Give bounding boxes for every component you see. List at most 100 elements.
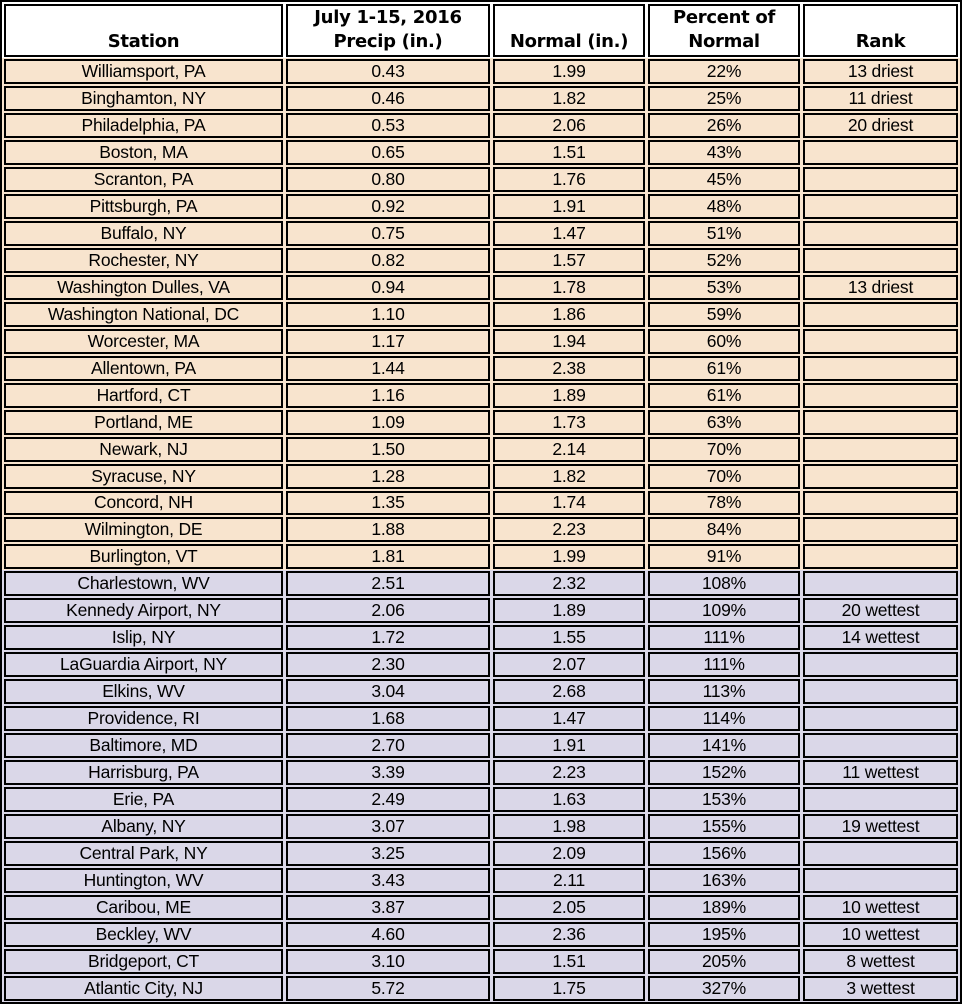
rank-cell (803, 652, 958, 678)
rank-cell (803, 328, 958, 354)
rank-cell (803, 463, 958, 489)
table-row: Washington National, DC 1.10 1.86 59% (2, 300, 960, 328)
column-header-station: Station (4, 4, 283, 57)
percent-cell: 155% (648, 814, 800, 840)
station-cell: Beckley, WV (4, 922, 283, 947)
rank-cell (803, 247, 958, 273)
rank-cell (803, 490, 958, 516)
precip-cell: 0.43 (286, 59, 490, 84)
precip-cell: 4.60 (286, 922, 490, 947)
table-row: Allentown, PA 1.44 2.38 61% (2, 354, 960, 382)
rank-cell: 20 wettest (803, 598, 958, 624)
percent-cell: 195% (648, 922, 800, 947)
percent-cell: 84% (648, 517, 800, 543)
normal-cell: 2.32 (493, 571, 645, 597)
normal-cell: 1.47 (493, 220, 645, 246)
table-row: Providence, RI 1.68 1.47 114% (2, 705, 960, 733)
percent-cell: 114% (648, 706, 800, 732)
table-row: Washington Dulles, VA 0.94 1.78 53% 13 d… (2, 273, 960, 301)
station-cell: Charlestown, WV (4, 571, 283, 597)
table-row: Huntington, WV 3.43 2.11 163% (2, 867, 960, 895)
station-cell: Williamsport, PA (4, 59, 283, 84)
table-row: Boston, MA 0.65 1.51 43% (2, 138, 960, 166)
precip-cell: 2.06 (286, 598, 490, 624)
station-cell: Atlantic City, NJ (4, 975, 283, 1001)
table-row: Portland, ME 1.09 1.73 63% (2, 408, 960, 436)
precip-cell: 0.75 (286, 220, 490, 246)
normal-cell: 1.57 (493, 247, 645, 273)
percent-cell: 189% (648, 895, 800, 920)
station-cell: Erie, PA (4, 787, 283, 813)
table-row: Rochester, NY 0.82 1.57 52% (2, 246, 960, 274)
normal-cell: 1.78 (493, 274, 645, 300)
rank-cell (803, 409, 958, 435)
precip-cell: 3.10 (286, 948, 490, 974)
percent-cell: 45% (648, 166, 800, 192)
normal-cell: 1.51 (493, 139, 645, 165)
table-row: Harrisburg, PA 3.39 2.23 152% 11 wettest (2, 759, 960, 787)
percent-cell: 25% (648, 85, 800, 111)
station-cell: Caribou, ME (4, 895, 283, 920)
percent-cell: 152% (648, 760, 800, 786)
normal-cell: 1.94 (493, 328, 645, 354)
station-cell: Kennedy Airport, NY (4, 598, 283, 624)
column-header-precip: July 1-15, 2016 Precip (in.) (286, 4, 490, 57)
rank-cell (803, 220, 958, 246)
percent-cell: 70% (648, 436, 800, 462)
precip-cell: 3.07 (286, 814, 490, 840)
table-row: Philadelphia, PA 0.53 2.06 26% 20 driest (2, 111, 960, 139)
station-cell: Wilmington, DE (4, 517, 283, 543)
station-cell: Worcester, MA (4, 328, 283, 354)
column-header-rank: Rank (803, 4, 958, 57)
precip-cell: 0.65 (286, 139, 490, 165)
percent-cell: 61% (648, 382, 800, 408)
normal-cell: 1.73 (493, 409, 645, 435)
normal-cell: 1.82 (493, 85, 645, 111)
normal-cell: 1.74 (493, 490, 645, 516)
normal-cell: 2.36 (493, 922, 645, 947)
table-row: LaGuardia Airport, NY 2.30 2.07 111% (2, 651, 960, 679)
rank-cell (803, 868, 958, 894)
percent-cell: 109% (648, 598, 800, 624)
station-cell: Syracuse, NY (4, 463, 283, 489)
station-cell: Buffalo, NY (4, 220, 283, 246)
percent-cell: 52% (648, 247, 800, 273)
precip-cell: 0.94 (286, 274, 490, 300)
station-cell: Philadelphia, PA (4, 112, 283, 138)
precip-cell: 2.70 (286, 733, 490, 759)
percent-cell: 111% (648, 652, 800, 678)
rank-cell (803, 517, 958, 543)
normal-cell: 1.76 (493, 166, 645, 192)
precip-cell: 3.25 (286, 841, 490, 867)
precip-cell: 1.68 (286, 706, 490, 732)
percent-cell: 22% (648, 59, 800, 84)
rank-cell: 20 driest (803, 112, 958, 138)
percent-cell: 141% (648, 733, 800, 759)
precip-cell: 1.72 (286, 625, 490, 651)
precip-cell: 0.53 (286, 112, 490, 138)
rank-cell (803, 301, 958, 327)
station-cell: Pittsburgh, PA (4, 193, 283, 219)
table-row: Bridgeport, CT 3.10 1.51 205% 8 wettest (2, 947, 960, 975)
normal-cell: 1.99 (493, 59, 645, 84)
rank-cell (803, 571, 958, 597)
precip-cell: 1.81 (286, 544, 490, 570)
normal-cell: 1.89 (493, 598, 645, 624)
precip-cell: 0.80 (286, 166, 490, 192)
rank-cell: 10 wettest (803, 895, 958, 920)
percent-cell: 48% (648, 193, 800, 219)
table-row: Burlington, VT 1.81 1.99 91% (2, 543, 960, 571)
precip-cell: 3.04 (286, 679, 490, 705)
precip-cell: 0.92 (286, 193, 490, 219)
rank-cell: 11 driest (803, 85, 958, 111)
rank-cell (803, 355, 958, 381)
precip-cell: 0.46 (286, 85, 490, 111)
table-row: Central Park, NY 3.25 2.09 156% (2, 840, 960, 868)
table-row: Caribou, ME 3.87 2.05 189% 10 wettest (2, 894, 960, 921)
rank-cell: 14 wettest (803, 625, 958, 651)
rank-cell: 13 driest (803, 59, 958, 84)
rank-cell (803, 166, 958, 192)
normal-cell: 1.91 (493, 733, 645, 759)
normal-cell: 1.75 (493, 975, 645, 1001)
percent-cell: 63% (648, 409, 800, 435)
